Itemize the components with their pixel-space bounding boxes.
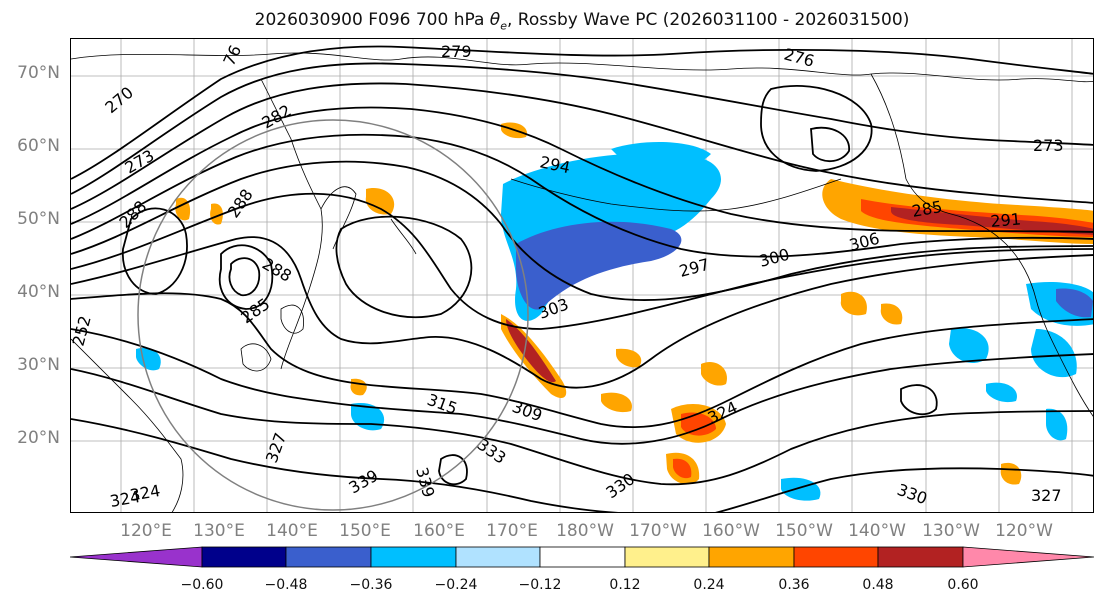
contour-label: 273 — [1033, 136, 1064, 155]
coastlines — [71, 52, 1093, 512]
contour-label: 339 — [412, 465, 438, 499]
latitude-label: 30°N — [17, 355, 60, 375]
contour-label: 339 — [346, 466, 382, 498]
contour-label: 76 — [219, 42, 245, 68]
contour-label: 288 — [259, 254, 295, 286]
colorbar-swatch — [455, 546, 541, 568]
contour-label: 270 — [101, 83, 137, 117]
contour-label: 300 — [757, 245, 791, 271]
longitude-label: 130°E — [193, 521, 245, 541]
title-theta-symbol: θ — [489, 10, 501, 30]
contour-label: 333 — [474, 435, 510, 468]
title-prefix: 2026030900 F096 700 hPa — [254, 10, 490, 30]
colorbar-swatch — [285, 546, 372, 568]
longitude-label: 170°W — [629, 521, 687, 541]
latitude-label: 60°N — [17, 136, 60, 156]
positive-anomaly-shading — [175, 122, 1093, 485]
colorbar-swatch — [539, 546, 626, 568]
great-circle-outline — [137, 119, 529, 511]
colorbar-tick-label: −0.12 — [518, 577, 562, 593]
latitude-label: 40°N — [17, 282, 60, 302]
contour-label: 273 — [122, 146, 158, 178]
colorbar-swatch — [624, 546, 710, 568]
colorbar-tick-label: −0.60 — [180, 577, 224, 593]
longitude-label: 160°W — [702, 521, 760, 541]
longitude-label: 160°E — [413, 521, 465, 541]
contour-label: 291 — [990, 209, 1022, 231]
colorbar-swatch — [70, 546, 203, 568]
theta-e-contours — [71, 45, 1093, 512]
contour-label: 279 — [441, 42, 472, 61]
latitude-label: 20°N — [17, 428, 60, 448]
colorbar — [70, 546, 1094, 568]
contour-label: 276 — [782, 45, 816, 71]
colorbar-tick-label: −0.24 — [434, 577, 478, 593]
colorbar-swatch — [201, 546, 287, 568]
colorbar-swatch — [877, 546, 964, 568]
title-suffix: , Rossby Wave PC (2026031100 - 202603150… — [506, 10, 910, 30]
contour-label: 285 — [237, 294, 273, 327]
colorbar-tick-label: 0.48 — [862, 577, 894, 593]
longitude-label: 150°E — [339, 521, 391, 541]
colorbar-tick-label: −0.36 — [349, 577, 393, 593]
title-theta-subscript: e — [500, 19, 507, 33]
contour-label: 327 — [262, 430, 290, 465]
colorbar-tick-label: 0.60 — [947, 577, 979, 593]
latitude-label: 50°N — [17, 209, 60, 229]
contour-label: 288 — [224, 185, 257, 221]
contour-label: 324 — [128, 481, 161, 505]
longitude-label: 140°W — [848, 521, 906, 541]
contour-label: 327 — [1031, 486, 1062, 505]
colorbar-tick-label: −0.48 — [264, 577, 308, 593]
colorbar-tick-label: 0.24 — [693, 577, 725, 593]
colorbar-swatch — [962, 546, 1094, 568]
longitude-label: 170°E — [486, 521, 538, 541]
latitude-label: 70°N — [17, 63, 60, 83]
colorbar-swatch — [370, 546, 457, 568]
colorbar-tick-label: 0.12 — [609, 577, 641, 593]
longitude-label: 150°W — [775, 521, 833, 541]
longitude-label: 140°E — [266, 521, 318, 541]
contour-label: 330 — [895, 480, 930, 508]
contour-label: 309 — [510, 397, 545, 425]
longitude-label: 180°W — [556, 521, 614, 541]
map-canvas: 279 276 270 273 282 288 288 285 288 294 … — [71, 39, 1093, 512]
plot-title: 2026030900 F096 700 hPa θe, Rossby Wave … — [70, 10, 1094, 32]
colorbar-swatch — [708, 546, 795, 568]
contour-label: 252 — [71, 314, 95, 348]
map-panel: 279 276 270 273 282 288 288 285 288 294 … — [70, 38, 1094, 513]
longitude-label: 120°E — [120, 521, 172, 541]
longitude-label: 130°W — [922, 521, 980, 541]
colorbar-swatch — [793, 546, 879, 568]
colorbar-tick-label: 0.36 — [778, 577, 810, 593]
longitude-label: 120°W — [995, 521, 1053, 541]
contour-label: 315 — [425, 390, 460, 418]
